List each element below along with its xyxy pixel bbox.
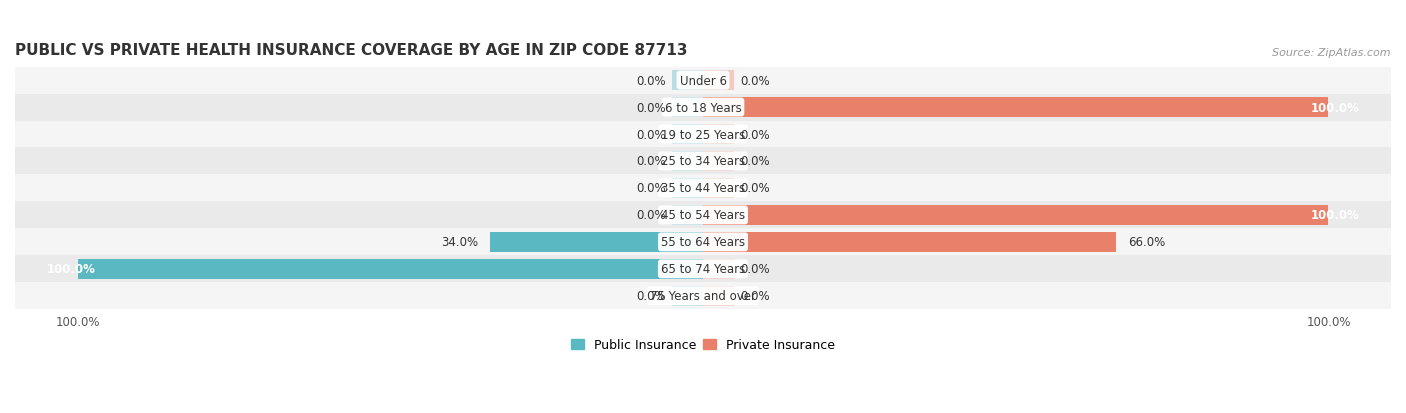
- Bar: [15, 94, 1391, 121]
- Bar: [15, 229, 1391, 256]
- Text: 65 to 74 Years: 65 to 74 Years: [661, 263, 745, 275]
- Text: 25 to 34 Years: 25 to 34 Years: [661, 155, 745, 168]
- Bar: [672, 152, 703, 171]
- Text: 0.0%: 0.0%: [636, 209, 665, 222]
- Text: 0.0%: 0.0%: [741, 128, 770, 141]
- Bar: [15, 148, 1391, 175]
- Text: 100.0%: 100.0%: [46, 263, 96, 275]
- Bar: [15, 121, 1391, 148]
- Text: 0.0%: 0.0%: [741, 74, 770, 88]
- Bar: [672, 71, 703, 90]
- Text: 100.0%: 100.0%: [1310, 101, 1360, 114]
- Bar: [672, 125, 703, 145]
- Text: 35 to 44 Years: 35 to 44 Years: [661, 182, 745, 195]
- Text: 66.0%: 66.0%: [1128, 236, 1166, 249]
- Bar: [703, 152, 734, 171]
- Bar: [15, 282, 1391, 309]
- Text: 19 to 25 Years: 19 to 25 Years: [661, 128, 745, 141]
- Text: 34.0%: 34.0%: [440, 236, 478, 249]
- Bar: [15, 202, 1391, 229]
- Bar: [15, 175, 1391, 202]
- Text: 75 Years and over: 75 Years and over: [650, 290, 756, 303]
- Text: 0.0%: 0.0%: [741, 290, 770, 303]
- Text: 100.0%: 100.0%: [1310, 209, 1360, 222]
- Bar: [77, 259, 703, 279]
- Text: 0.0%: 0.0%: [636, 155, 665, 168]
- Text: 0.0%: 0.0%: [636, 74, 665, 88]
- Text: 0.0%: 0.0%: [636, 182, 665, 195]
- Bar: [703, 125, 734, 145]
- Bar: [491, 233, 703, 252]
- Text: 0.0%: 0.0%: [741, 155, 770, 168]
- Text: 0.0%: 0.0%: [636, 128, 665, 141]
- Text: 0.0%: 0.0%: [741, 263, 770, 275]
- Text: Under 6: Under 6: [679, 74, 727, 88]
- Text: 0.0%: 0.0%: [741, 182, 770, 195]
- Bar: [703, 71, 734, 90]
- Text: 0.0%: 0.0%: [636, 290, 665, 303]
- Text: 55 to 64 Years: 55 to 64 Years: [661, 236, 745, 249]
- Bar: [703, 179, 734, 198]
- Bar: [672, 179, 703, 198]
- Bar: [672, 286, 703, 306]
- Bar: [672, 98, 703, 117]
- Legend: Public Insurance, Private Insurance: Public Insurance, Private Insurance: [567, 334, 839, 356]
- Bar: [15, 67, 1391, 94]
- Text: 6 to 18 Years: 6 to 18 Years: [665, 101, 741, 114]
- Bar: [703, 286, 734, 306]
- Text: 45 to 54 Years: 45 to 54 Years: [661, 209, 745, 222]
- Bar: [15, 256, 1391, 282]
- Bar: [703, 259, 734, 279]
- Text: 0.0%: 0.0%: [636, 101, 665, 114]
- Text: Source: ZipAtlas.com: Source: ZipAtlas.com: [1272, 48, 1391, 58]
- Bar: [703, 206, 1329, 225]
- Bar: [703, 98, 1329, 117]
- Bar: [672, 206, 703, 225]
- Bar: [703, 233, 1116, 252]
- Text: PUBLIC VS PRIVATE HEALTH INSURANCE COVERAGE BY AGE IN ZIP CODE 87713: PUBLIC VS PRIVATE HEALTH INSURANCE COVER…: [15, 43, 688, 58]
